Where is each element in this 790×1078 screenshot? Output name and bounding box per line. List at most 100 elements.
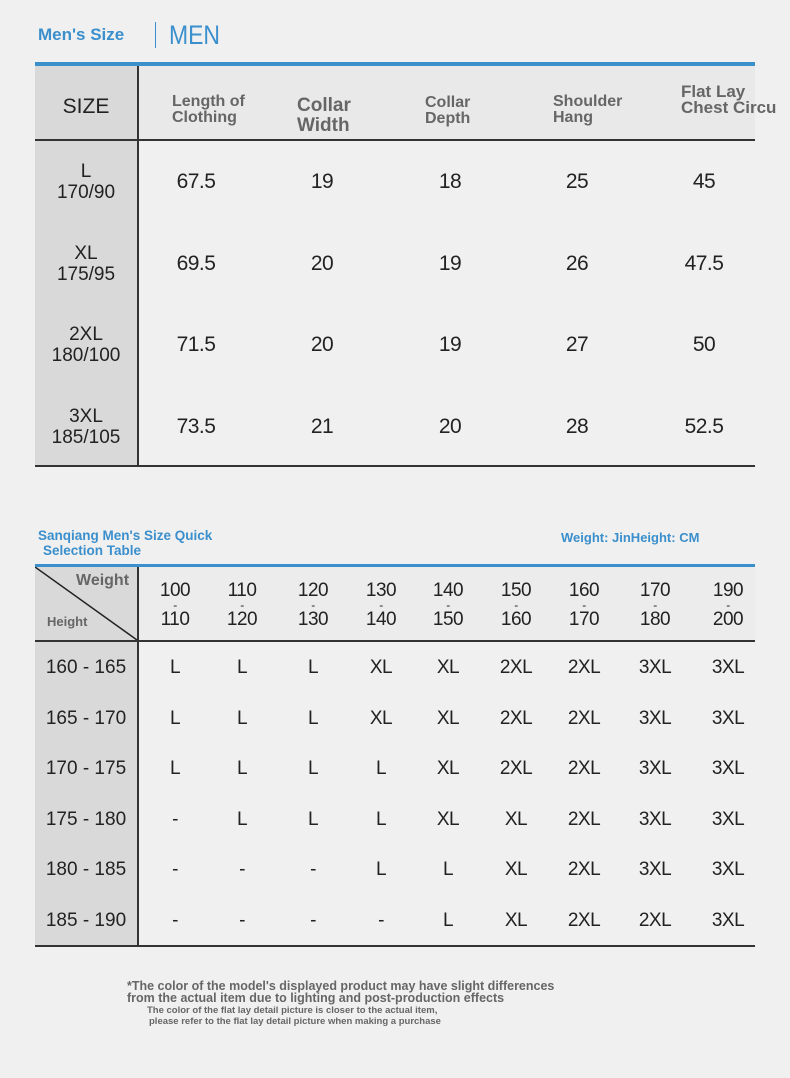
table-top-rule <box>35 62 755 66</box>
header-rule <box>35 139 755 141</box>
column-rule <box>137 66 139 466</box>
quick-title-line1: Sanqiang Men's Size Quick <box>38 528 213 543</box>
corner-height: Height <box>47 614 88 629</box>
weight-range-dash: - <box>582 598 586 612</box>
quick-bottom-rule <box>35 945 755 947</box>
height-column-band <box>35 642 137 945</box>
size-recommendation: 3XL <box>711 758 745 780</box>
weight-range-low: 160 <box>568 580 600 601</box>
size-recommendation: L <box>169 707 181 729</box>
weight-range-dash: - <box>311 598 315 612</box>
height-range: 185 - 190 <box>45 910 127 931</box>
size-recommendation: L <box>169 758 181 780</box>
size-column-band <box>35 141 137 466</box>
measurement-cell: 20 <box>310 333 334 356</box>
size-header-cell <box>35 66 137 139</box>
size-recommendation: XL <box>369 707 393 729</box>
height-range: 165 - 170 <box>45 707 127 729</box>
size-recommendation: 2XL <box>567 910 601 931</box>
size-recommendation: L <box>307 758 319 780</box>
size-recommendation: L <box>375 808 387 830</box>
size-recommendation: - <box>239 859 245 881</box>
measurement-cell: 45 <box>692 170 716 193</box>
note-line2: from the actual item due to lighting and… <box>127 991 505 1005</box>
quick-header-rule <box>35 640 755 642</box>
weight-range-low: 150 <box>500 580 532 601</box>
size-recommendation: - <box>172 859 178 881</box>
section-title: Men's Size <box>38 25 125 44</box>
size-recommendation: 3XL <box>711 859 745 881</box>
disclaimer: *The color of the model's displayed prod… <box>127 980 554 1027</box>
size-recommendation: L <box>169 657 181 678</box>
quick-title-line2: Selection Table <box>43 543 142 558</box>
measurement-cell: 27 <box>565 333 589 356</box>
weight-range-high: 110 <box>160 609 190 630</box>
weight-range-low: 170 <box>639 580 671 601</box>
size-recommendation: 2XL <box>567 808 601 830</box>
body-measure: 175/95 <box>56 263 116 285</box>
weight-range-low: 120 <box>297 580 329 601</box>
header-shoulder: Shoulder Hang <box>553 93 623 126</box>
header-band <box>137 66 755 139</box>
weight-range-dash: - <box>379 598 383 612</box>
height-range: 180 - 185 <box>45 859 127 881</box>
header-chest: Flat Lay Chest Circu <box>681 82 777 117</box>
size-recommendation: 2XL <box>567 859 601 881</box>
measurement-cell: 20 <box>438 414 462 438</box>
size-recommendation: 2XL <box>638 910 672 931</box>
size-recommendation: XL <box>436 707 460 729</box>
weight-range-low: 100 <box>159 580 191 601</box>
size-recommendation: - <box>310 859 316 881</box>
size-recommendation: 2XL <box>567 707 601 729</box>
body-measure: 180/100 <box>51 345 121 366</box>
quick-header-band <box>137 567 755 640</box>
weight-range-high: 200 <box>712 609 744 630</box>
weight-range-high: 170 <box>568 609 600 630</box>
size-recommendation: 3XL <box>638 758 672 780</box>
title-divider <box>155 22 156 48</box>
measurement-cell: 69.5 <box>176 251 216 275</box>
measurement-cell: 52.5 <box>684 414 724 438</box>
weight-range-high: 120 <box>226 609 258 630</box>
height-range: 175 - 180 <box>45 808 127 830</box>
size-recommendation: XL <box>436 657 460 678</box>
weight-range-low: 130 <box>365 580 397 601</box>
size-label: 2XL <box>69 324 103 345</box>
size-header: SIZE <box>62 95 110 118</box>
size-recommendation: 3XL <box>711 910 745 931</box>
size-recommendation: 3XL <box>711 707 745 729</box>
size-recommendation: XL <box>436 758 460 780</box>
measurement-cell: 20 <box>310 251 334 275</box>
size-recommendation: L <box>236 657 248 678</box>
quick-column-rule <box>137 567 139 946</box>
height-range: 160 - 165 <box>45 657 127 678</box>
weight-range-high: 130 <box>297 609 329 630</box>
quick-table-title: Sanqiang Men's Size Quick Selection Tabl… <box>38 528 212 558</box>
measurement-cell: 19 <box>438 333 462 356</box>
weight-range-dash: - <box>726 598 730 612</box>
table-bottom-rule <box>35 465 755 467</box>
size-recommendation: - <box>172 808 178 830</box>
height-range: 170 - 175 <box>45 758 127 780</box>
size-recommendation: L <box>442 859 454 881</box>
size-recommendation: 2XL <box>499 657 533 678</box>
units-label: Weight: JinHeight: CM <box>561 530 700 545</box>
measurement-cell: 19 <box>438 251 462 275</box>
measurement-cell: 21 <box>310 414 334 438</box>
weight-range-dash: - <box>173 598 177 612</box>
size-recommendation: - <box>310 910 316 931</box>
section-subtitle: MEN <box>169 20 220 50</box>
measurement-cell: 47.5 <box>684 251 724 275</box>
measurement-cell: 18 <box>438 170 462 193</box>
header-collar-depth: Collar Depth <box>425 94 471 127</box>
size-label: L <box>80 161 92 182</box>
measurement-cell: 26 <box>565 251 589 275</box>
size-recommendation: 2XL <box>567 657 601 678</box>
measurement-cell: 73.5 <box>176 414 216 438</box>
measurement-cell: 71.5 <box>176 333 216 356</box>
size-recommendation: 2XL <box>567 758 601 780</box>
size-recommendation: L <box>236 808 248 830</box>
size-recommendation: L <box>236 707 248 729</box>
size-recommendation: L <box>307 657 319 678</box>
weight-range-low: 110 <box>227 580 257 601</box>
